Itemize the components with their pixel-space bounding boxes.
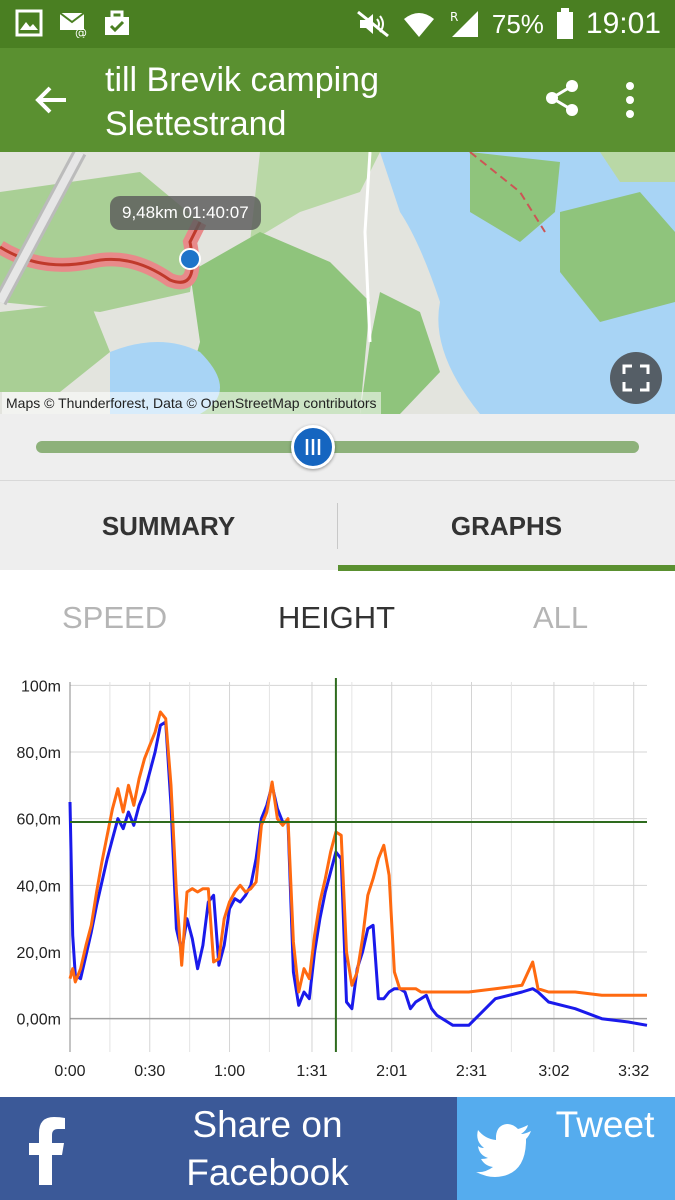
height-chart[interactable]: 100m 80,0m 60,0m 40,0m 20,0m 0,00m 0:00 0:30 1:0…	[0, 672, 675, 1097]
x-tick-label: 0:00	[54, 1063, 85, 1080]
route-position-slider[interactable]	[0, 414, 675, 480]
subtab-height[interactable]: HEIGHT	[278, 600, 396, 635]
app-bar: till Brevik camping Slettestrand	[0, 48, 675, 152]
mute-icon	[356, 10, 389, 38]
grip-lines-icon	[306, 439, 321, 455]
subtab-all[interactable]: ALL	[533, 600, 589, 635]
twitter-bird-icon	[476, 1124, 531, 1177]
subtab-speed[interactable]: SPEED	[62, 600, 168, 635]
more-vert-icon[interactable]	[618, 78, 642, 122]
clock: 19:01	[585, 7, 661, 40]
battery-percent: 75%	[491, 8, 544, 39]
arrow-left-icon[interactable]	[30, 78, 74, 122]
map-tiles	[0, 152, 675, 414]
x-tick-label: 2:01	[376, 1063, 407, 1080]
x-tick-label: 2:31	[456, 1063, 487, 1080]
x-tick-label: 3:02	[538, 1063, 569, 1080]
position-tooltip: 9,48km 01:40:07	[110, 196, 261, 230]
y-tick-label: 100m	[21, 678, 61, 695]
facebook-icon	[29, 1117, 65, 1185]
fullscreen-icon	[622, 364, 650, 392]
page-title: till Brevik camping Slettestrand	[105, 61, 379, 143]
route-map[interactable]: 9,48km 01:40:07 Maps © Thunderforest, Da…	[0, 152, 675, 414]
x-tick-label: 1:31	[296, 1063, 327, 1080]
y-tick-label: 0,00m	[17, 1012, 61, 1029]
share-bar: Share on Facebook Tweet	[0, 1097, 675, 1200]
email-icon: @	[59, 12, 87, 38]
work-bag-icon	[105, 10, 129, 35]
wifi-icon	[403, 13, 434, 37]
main-tabs: SUMMARY GRAPHS	[0, 480, 675, 571]
tab-summary[interactable]: SUMMARY	[101, 511, 236, 541]
svg-text:@: @	[75, 26, 87, 38]
battery-icon	[556, 8, 573, 39]
gallery-icon	[15, 9, 43, 37]
y-tick-label: 40,0m	[17, 878, 61, 895]
y-tick-label: 60,0m	[17, 812, 61, 829]
signal-icon: R	[450, 10, 478, 37]
slider-thumb[interactable]	[291, 425, 336, 469]
y-tick-label: 20,0m	[17, 945, 61, 962]
height-chart-svg: 100m 80,0m 60,0m 40,0m 20,0m 0,00m 0:00 0:30 1:0…	[17, 678, 649, 1080]
map-attribution[interactable]: Maps © Thunderforest, Data © OpenStreetM…	[2, 392, 381, 414]
tab-divider	[337, 503, 338, 549]
series-line-orange	[68, 710, 647, 997]
share-icon[interactable]	[542, 78, 582, 118]
tab-selected-indicator	[338, 565, 675, 571]
roaming-indicator: R	[450, 10, 458, 24]
series-line-blue	[68, 720, 648, 1027]
status-bar: @ R 75% 19:01	[0, 0, 675, 48]
share-facebook-label: Share on Facebook	[186, 1104, 349, 1193]
slider-track[interactable]	[36, 441, 639, 453]
tab-graphs[interactable]: GRAPHS	[450, 511, 563, 541]
graph-type-tabs: SPEED HEIGHT ALL	[0, 570, 675, 672]
tweet-label: Tweet	[555, 1104, 655, 1145]
tweet-button[interactable]: Tweet	[457, 1097, 675, 1200]
fullscreen-button[interactable]	[610, 352, 662, 404]
share-facebook-button[interactable]: Share on Facebook	[0, 1097, 457, 1200]
x-tick-label: 1:00	[214, 1063, 245, 1080]
x-tick-label: 3:32	[618, 1063, 649, 1080]
x-tick-label: 0:30	[134, 1063, 165, 1080]
y-tick-label: 80,0m	[17, 745, 61, 762]
